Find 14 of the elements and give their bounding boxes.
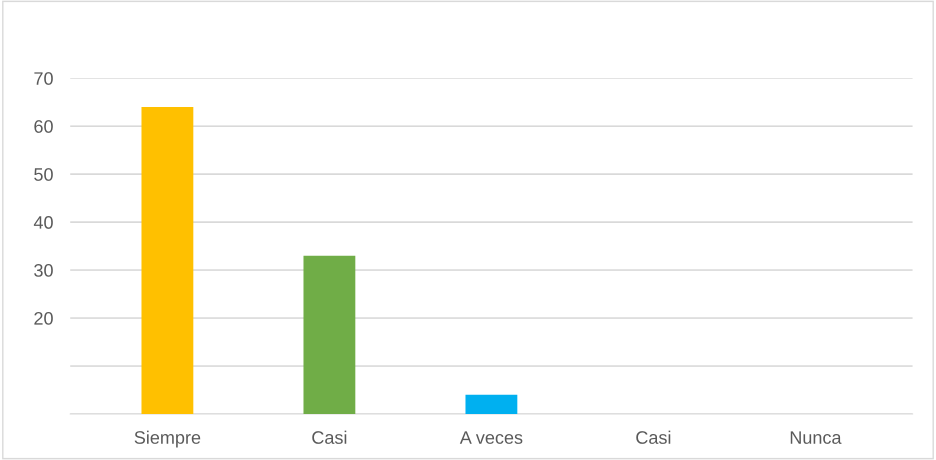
x-tick-label: Casi bbox=[636, 430, 670, 444]
bar bbox=[141, 106, 194, 414]
y-tick-label: 50 bbox=[34, 168, 53, 181]
x-tick-label: Casi bbox=[312, 430, 346, 444]
y-tick-label: 20 bbox=[34, 312, 53, 325]
x-tick-label: A veces bbox=[460, 431, 522, 444]
bar bbox=[465, 394, 518, 414]
y-tick-label: 30 bbox=[34, 264, 53, 277]
y-tick-label: 60 bbox=[34, 120, 53, 133]
x-tick-label: Nunca bbox=[790, 431, 842, 444]
y-tick-label: 70 bbox=[34, 72, 53, 85]
y-tick-label: 40 bbox=[34, 216, 53, 229]
bar bbox=[303, 256, 356, 414]
x-tick-label: Siempre bbox=[134, 430, 200, 448]
